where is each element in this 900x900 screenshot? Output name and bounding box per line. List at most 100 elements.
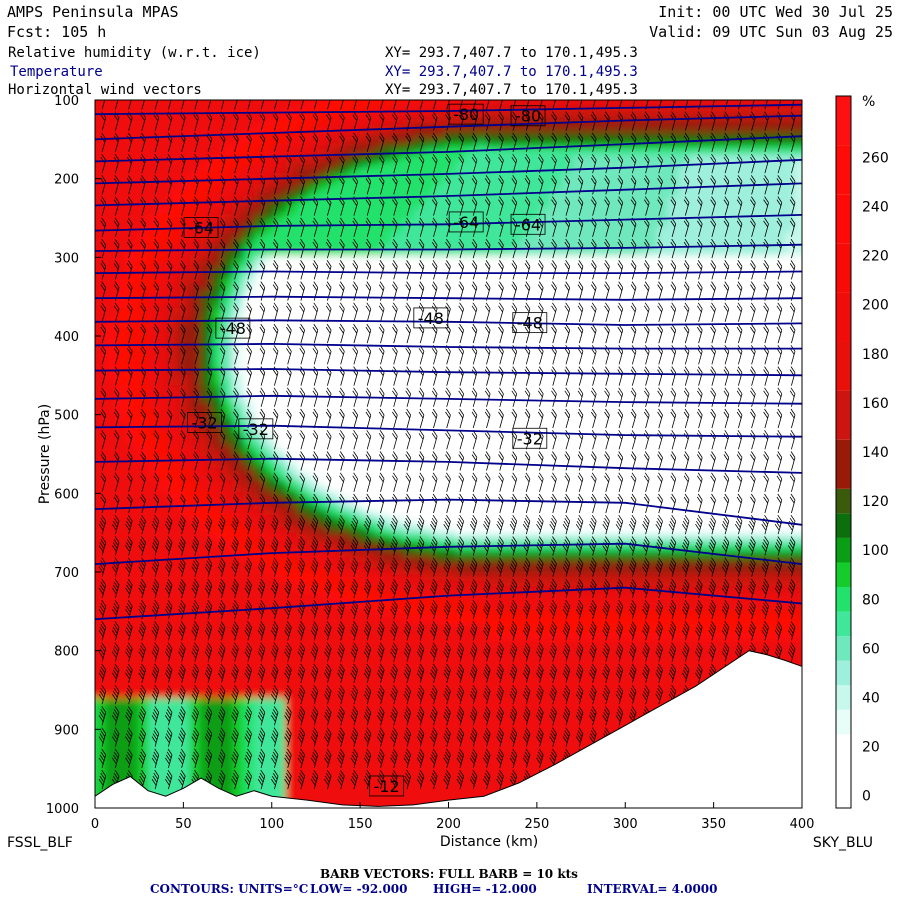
colorbar-band-1: [836, 709, 851, 735]
contour-interval: INTERVAL= 4.0000: [587, 882, 718, 896]
colorbar-label-200: 200: [862, 298, 889, 314]
temperature-contours: [95, 103, 802, 621]
x-tick-label-100: 100: [259, 817, 284, 832]
field-label-temperature: Temperature: [10, 64, 103, 80]
colorbar-band-12: [836, 390, 851, 440]
contour-label-4: -64: [510, 213, 546, 235]
colorbar-unit: %: [862, 94, 875, 110]
y-tick-label-700: 700: [54, 566, 79, 581]
colorbar-band-13: [836, 341, 851, 391]
isotherm-16: [95, 542, 802, 565]
isotherm-8: [95, 295, 802, 301]
y-tick-label-100: 100: [54, 94, 79, 109]
y-tick-label-600: 600: [54, 487, 79, 502]
colorbar-label-60: 60: [862, 641, 880, 657]
colorbar-band-18: [836, 96, 851, 146]
model-title: AMPS Peninsula MPAS: [7, 3, 179, 21]
isotherm-13: [95, 424, 802, 438]
colorbar-frame: [835, 95, 852, 809]
x-tick-label-400: 400: [790, 817, 815, 832]
contour-labels: -80 -80 -64 -64 -64 -48 -48 -48 -32 -32 -32 -12: [183, 103, 548, 797]
x-tick-label-200: 200: [436, 817, 461, 832]
isotherm-17: [95, 586, 802, 621]
field-xy-rh: XY= 293.7,407.7 to 170.1,495.3: [385, 45, 638, 61]
colorbar-band-0: [836, 734, 851, 808]
x-tick-label-300: 300: [613, 817, 638, 832]
isotherm-15: [95, 498, 802, 526]
forecast-hour: Fcst: 105 h: [7, 23, 106, 41]
colorbar-label-80: 80: [862, 592, 880, 608]
colorbar-band-6: [836, 587, 851, 612]
colorbar: 0 20 40 60 80 100 120 140 160 180 200 220 240 260: [835, 95, 889, 809]
x-tick-label-350: 350: [701, 817, 726, 832]
init-time: Init: 00 UTC Wed 30 Jul 25: [658, 3, 893, 21]
colorbar-band-9: [836, 513, 851, 538]
field-xy-temperature: XY= 293.7,407.7 to 170.1,495.3: [385, 64, 638, 80]
barb-legend: BARB VECTORS: FULL BARB = 10 kts: [320, 867, 578, 881]
contour-label-9: -32: [238, 418, 274, 440]
contour-units: CONTOURS: UNITS=°C: [150, 882, 308, 896]
contour-label-0: -80: [448, 103, 484, 125]
contour-label-5: -48: [215, 317, 251, 339]
colorbar-band-7: [836, 562, 851, 588]
x-axis-label: Distance (km): [440, 834, 538, 850]
x-axis-right-station: SKY_BLU: [813, 835, 873, 851]
field-xy-wind: XY= 293.7,407.7 to 170.1,495.3: [385, 82, 638, 98]
contour-label-3: -64: [448, 211, 484, 233]
isotherm-14: [95, 457, 802, 474]
colorbar-label-40: 40: [862, 691, 880, 707]
isotherm-5: [95, 214, 802, 232]
y-axis-label: Pressure (hPa): [37, 404, 53, 504]
colorbar-label-140: 140: [862, 445, 889, 461]
field-label-wind: Horizontal wind vectors: [8, 82, 202, 98]
contour-high: HIGH= -12.000: [433, 882, 537, 896]
isotherm-2: [95, 135, 802, 163]
y-tick-label-500: 500: [54, 409, 79, 424]
field-label-rh: Relative humidity (w.r.t. ice): [8, 45, 261, 61]
y-tick-label-800: 800: [54, 645, 79, 660]
contour-label-11: -12: [369, 775, 405, 797]
y-tick-label-400: 400: [54, 330, 79, 345]
valid-time: Valid: 09 UTC Sun 03 Aug 25: [649, 23, 893, 41]
colorbar-band-3: [836, 660, 851, 686]
contour-label-7: -48: [512, 312, 548, 334]
colorbar-label-120: 120: [862, 494, 889, 510]
plot-area: [95, 100, 802, 808]
contour-label-8: -32: [187, 412, 222, 433]
isotherm-1: [95, 114, 802, 141]
isotherm-12: [95, 394, 802, 405]
y-tick-label-900: 900: [54, 723, 79, 738]
x-tick-label-250: 250: [524, 817, 549, 832]
isotherm-10: [95, 342, 802, 350]
x-tick-label-150: 150: [348, 817, 373, 832]
colorbar-band-2: [836, 685, 851, 710]
colorbar-band-4: [836, 636, 851, 661]
isotherm-9: [95, 319, 802, 326]
colorbar-band-16: [836, 194, 851, 244]
contour-label-10: -32: [512, 427, 548, 449]
colorbar-band-8: [836, 537, 851, 563]
colorbar-band-17: [836, 145, 851, 195]
colorbar-label-180: 180: [862, 347, 889, 363]
colorbar-band-10: [836, 488, 851, 514]
y-tick-label-1000: 1000: [46, 802, 79, 817]
contour-label-1: -80: [510, 105, 546, 127]
colorbar-label-220: 220: [862, 249, 889, 265]
colorbar-label-260: 260: [862, 150, 889, 166]
colorbar-label-100: 100: [862, 543, 889, 559]
axes: 0 50 100 150 200 250 300 350 400 100 200 300 400 500 6…: [46, 94, 815, 832]
colorbar-band-14: [836, 292, 851, 342]
colorbar-band-15: [836, 243, 851, 293]
y-tick-label-200: 200: [54, 173, 79, 188]
isotherm-6: [95, 243, 802, 252]
contour-low: LOW= -92.000: [310, 882, 408, 896]
contour-label-2: -64: [183, 217, 219, 238]
terrain-surface: [95, 650, 802, 808]
x-tick-label-50: 50: [175, 817, 192, 832]
x-axis-left-station: FSSL_BLF: [7, 835, 73, 851]
colorbar-label-160: 160: [862, 396, 889, 412]
isotherm-11: [95, 368, 802, 377]
colorbar-band-11: [836, 439, 851, 489]
terrain: [95, 650, 802, 808]
